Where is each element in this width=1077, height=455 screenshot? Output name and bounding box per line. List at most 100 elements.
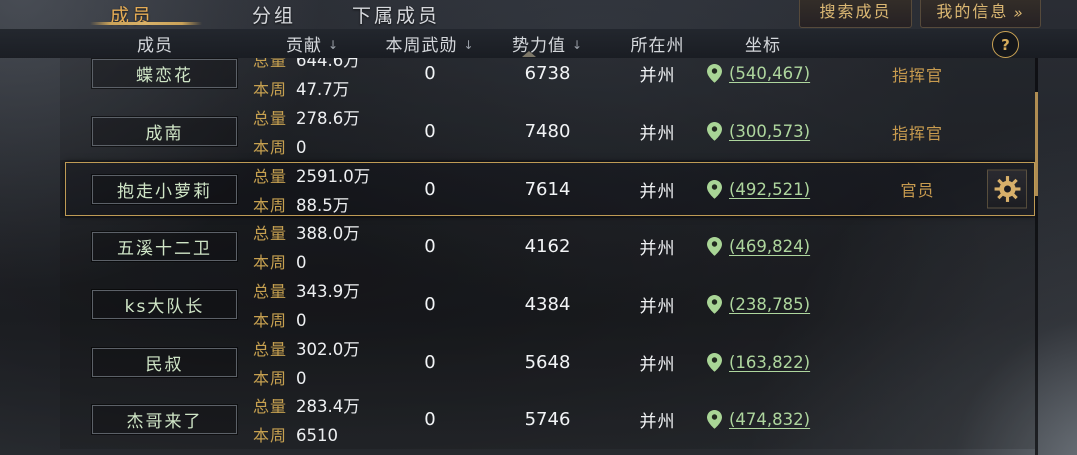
scrollbar-thumb[interactable] — [1035, 92, 1038, 196]
contribution-cell: 总量 278.6万 本周 0 — [250, 105, 375, 158]
member-name-box[interactable]: 五溪十二卫 — [91, 231, 238, 263]
header-power-label: 势力值 — [511, 36, 566, 56]
member-name: 杰哥来了 — [126, 412, 203, 433]
weekly-merit-value: 0 — [424, 63, 436, 85]
table-header: 成员 贡献 ↓ 本周武勋 ↓ 势力值 ↓ 所在州 坐标 — [0, 29, 1077, 58]
total-label: 总量 — [253, 339, 288, 359]
week-label: 本周 — [253, 311, 288, 331]
table-row[interactable]: 蝶恋花 总量 644.6万 本周 47.7万 0 6738 并州 — [60, 58, 1035, 103]
table-row[interactable]: 民叔 总量 302.0万 本周 0 0 5648 并州 — [60, 333, 1035, 392]
location-pin-icon — [707, 122, 722, 141]
member-name-box[interactable]: 杰哥来了 — [91, 404, 238, 436]
my-info-button[interactable]: 我的信息 » — [920, 0, 1041, 28]
member-name-box[interactable]: ks大队长 — [91, 289, 238, 321]
location-pin-icon — [707, 352, 722, 372]
contribution-cell: 总量 302.0万 本周 0 — [250, 336, 375, 389]
header-weekly-merit-label: 本周武勋 — [385, 36, 458, 56]
total-contribution-value: 343.9万 — [296, 282, 360, 302]
total-label: 总量 — [253, 224, 288, 244]
member-name-box[interactable]: 成南 — [91, 116, 238, 148]
week-contribution-value: 6510 — [296, 426, 339, 446]
state-value: 并州 — [639, 297, 676, 318]
sort-desc-icon: ↓ — [463, 37, 475, 52]
contribution-cell: 总量 283.4万 本周 6510 — [250, 393, 375, 446]
header-contribution-label: 贡献 — [285, 36, 322, 56]
gear-button[interactable] — [987, 169, 1027, 209]
week-label: 本周 — [253, 426, 288, 446]
power-value: 7614 — [524, 178, 571, 200]
rank-label: 官员 — [900, 181, 935, 201]
week-contribution-value: 0 — [296, 253, 307, 273]
weekly-merit-value: 0 — [424, 351, 436, 373]
total-contribution-value: 644.6万 — [296, 58, 360, 71]
total-contribution-value: 283.4万 — [296, 397, 360, 417]
search-members-button[interactable]: 搜索成员 — [799, 0, 912, 28]
total-contribution-value: 278.6万 — [296, 109, 360, 129]
header-contribution[interactable]: 贡献 ↓ — [250, 31, 375, 56]
state-value: 并州 — [639, 412, 676, 433]
power-value: 7480 — [524, 121, 571, 143]
search-members-label: 搜索成员 — [819, 2, 892, 21]
member-name-box[interactable]: 蝶恋花 — [91, 58, 238, 90]
help-button[interactable]: ? — [992, 31, 1019, 58]
week-contribution-value: 47.7万 — [296, 80, 350, 100]
week-contribution-value: 0 — [296, 368, 307, 388]
state-value: 并州 — [639, 124, 676, 145]
coordinates-link[interactable]: (163,822) — [729, 352, 811, 372]
header-member-label: 成员 — [137, 36, 173, 56]
coordinates-link[interactable]: (492,521) — [729, 179, 811, 199]
coordinates-link[interactable]: (469,824) — [729, 237, 811, 257]
scrollbar-track[interactable] — [1035, 58, 1038, 455]
weekly-merit-value: 0 — [424, 409, 436, 431]
week-contribution-value: 88.5万 — [296, 195, 350, 215]
member-name-box[interactable]: 民叔 — [91, 346, 238, 378]
table-row[interactable]: 五溪十二卫 总量 388.0万 本周 0 0 4162 并州 — [60, 218, 1035, 276]
total-contribution-value: 2591.0万 — [296, 166, 371, 186]
table-row[interactable]: 抱走小萝莉 总量 2591.0万 本周 88.5万 0 7614 并州 — [60, 160, 1035, 219]
rank-label: 指挥官 — [891, 65, 943, 85]
total-contribution-value: 302.0万 — [296, 339, 360, 359]
total-label: 总量 — [253, 166, 288, 186]
week-contribution-value: 0 — [296, 138, 307, 158]
my-info-label: 我的信息 — [936, 2, 1009, 21]
header-power[interactable]: 势力值 ↓ — [485, 31, 610, 56]
tab-members[interactable]: 成员 — [110, 5, 155, 27]
total-label: 总量 — [253, 58, 288, 71]
week-contribution-value: 0 — [296, 311, 307, 331]
header-member: 成员 — [60, 31, 250, 56]
coordinates-link[interactable]: (300,573) — [729, 122, 811, 142]
coordinates-link[interactable]: (238,785) — [729, 295, 811, 315]
contribution-cell: 总量 388.0万 本周 0 — [250, 220, 375, 273]
location-pin-icon — [707, 237, 722, 257]
member-name: ks大队长 — [124, 297, 205, 318]
tab-subordinate-members[interactable]: 下属成员 — [352, 5, 441, 27]
member-name: 抱走小萝莉 — [117, 181, 212, 202]
location-pin-icon — [707, 295, 722, 314]
active-tab-underline — [90, 22, 202, 25]
member-list-viewport: 蝶恋花 总量 644.6万 本周 47.7万 0 6738 并州 — [60, 58, 1035, 455]
tab-groups[interactable]: 分组 — [252, 5, 297, 27]
power-value: 4162 — [524, 236, 571, 258]
header-weekly-merit[interactable]: 本周武勋 ↓ — [375, 31, 485, 56]
sort-desc-icon: ↓ — [571, 37, 584, 52]
location-pin-icon — [707, 179, 722, 199]
state-value: 并州 — [639, 181, 676, 202]
weekly-merit-value: 0 — [424, 178, 436, 200]
tab-bar: 成员 分组 下属成员 搜索成员 我的信息 » — [0, 0, 1077, 29]
member-name-box[interactable]: 抱走小萝莉 — [91, 173, 238, 205]
header-state: 所在州 — [610, 31, 705, 56]
table-row[interactable]: ks大队长 总量 343.9万 本周 0 0 4384 并州 — [60, 275, 1035, 334]
location-pin-icon — [707, 410, 722, 430]
total-label: 总量 — [253, 109, 288, 129]
table-row[interactable]: 杰哥来了 总量 283.4万 本周 6510 0 5746 并州 — [60, 391, 1035, 449]
table-row[interactable]: 成南 总量 278.6万 本周 0 0 7480 并州 — [60, 102, 1035, 161]
coordinates-link[interactable]: (540,467) — [729, 64, 811, 84]
coordinates-link[interactable]: (474,832) — [729, 410, 811, 430]
total-label: 总量 — [253, 282, 288, 302]
state-value: 并州 — [639, 66, 676, 87]
member-name: 成南 — [145, 124, 184, 145]
header-state-label: 所在州 — [630, 36, 685, 56]
header-coordinates: 坐标 — [705, 31, 870, 56]
contribution-cell: 总量 2591.0万 本周 88.5万 — [250, 163, 375, 216]
gear-icon — [994, 176, 1020, 203]
